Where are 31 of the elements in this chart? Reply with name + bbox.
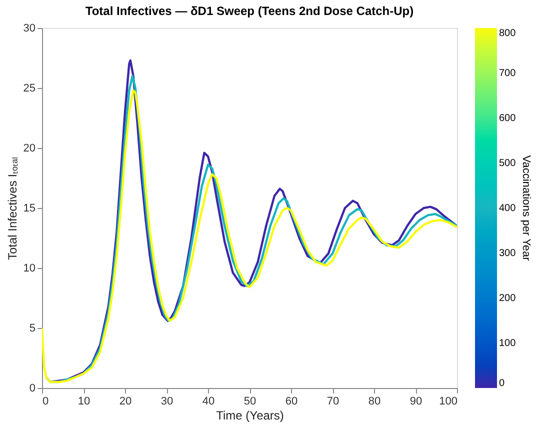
- color-bar-label: 200: [499, 293, 516, 304]
- color-bar-label: 300: [499, 248, 516, 259]
- x-tick-label: 60: [285, 396, 298, 408]
- x-tick-label: 10: [78, 396, 90, 408]
- x-tick-label: 80: [368, 396, 381, 408]
- x-tick-label: 40: [202, 396, 215, 408]
- x-tick-label: 70: [326, 396, 340, 408]
- y-tick-label: 15: [23, 202, 36, 214]
- color-bar-title: Vaccinations per Year: [520, 155, 532, 262]
- y-axis-title: Total Infectives Iₜₒₜₐₗ: [5, 156, 20, 260]
- y-tick-label: 10: [23, 262, 36, 274]
- x-tick-label: 30: [160, 396, 174, 408]
- y-tick-label: 30: [23, 22, 36, 34]
- x-tick-label: 0: [42, 396, 49, 408]
- color-bar-label: 600: [499, 113, 516, 124]
- x-tick-label: 20: [119, 396, 132, 408]
- y-tick-label: 5: [29, 322, 36, 334]
- x-tick-label: 50: [244, 396, 256, 408]
- color-bar-label: 400: [499, 203, 516, 214]
- x-tick-label: 100: [439, 396, 458, 408]
- color-bar-label: 700: [499, 68, 516, 79]
- x-tick-label: 90: [410, 396, 422, 408]
- color-bar-label: 800: [499, 28, 516, 39]
- x-axis-title: Time (Years): [216, 408, 284, 422]
- color-bar-label: 0: [499, 378, 505, 389]
- y-tick-label: 20: [23, 142, 36, 154]
- y-tick-label: 0: [29, 382, 36, 394]
- color-bar-label: 100: [499, 338, 516, 349]
- y-tick-label: 25: [23, 82, 36, 94]
- chart-title: Total Infectives — δD1 Sweep (Teens 2nd Dose Catch-Up): [85, 4, 414, 18]
- color-bar-label: 500: [499, 158, 516, 169]
